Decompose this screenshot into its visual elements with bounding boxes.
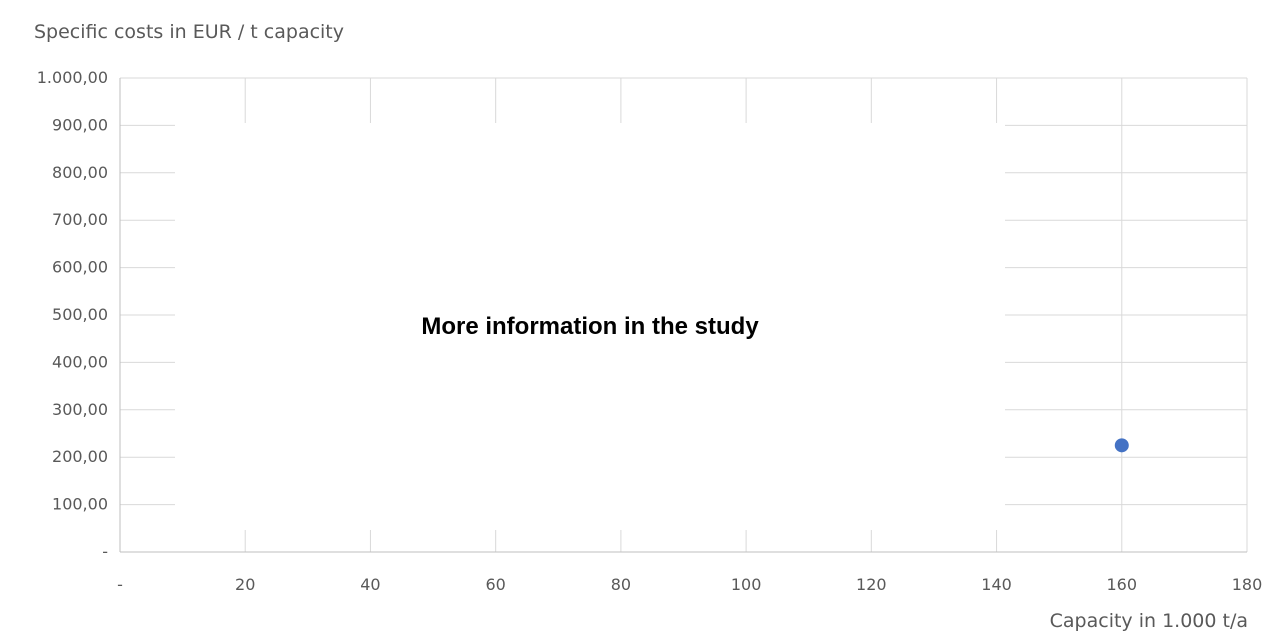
y-tick-label: 400,00 (52, 352, 108, 371)
y-tick-label: 900,00 (52, 115, 108, 134)
y-axis-tick-labels: - 100,00 200,00 300,00 400,00 500,00 600,00 700… (37, 68, 108, 561)
x-tick-label: 100 (731, 575, 762, 594)
y-tick-label: 1.000,00 (37, 68, 108, 87)
x-axis-tick-labels: - 20 40 60 80 100 120 140 160 180 (117, 575, 1262, 594)
plot-frame (119, 78, 1247, 553)
x-tick-label: 80 (611, 575, 631, 594)
y-tick-label: 300,00 (52, 400, 108, 419)
y-tick-label: 800,00 (52, 163, 108, 182)
x-tick-label: 120 (856, 575, 887, 594)
x-tick-label: 180 (1232, 575, 1263, 594)
y-axis-title: Specific costs in EUR / t capacity (34, 21, 344, 43)
y-tick-label: 500,00 (52, 305, 108, 324)
x-tick-label: 140 (981, 575, 1012, 594)
annotation-text: More information in the study (421, 313, 759, 340)
x-tick-label: 160 (1107, 575, 1138, 594)
x-tick-label: 40 (360, 575, 380, 594)
x-tick-label: - (117, 575, 123, 594)
y-tick-label: 200,00 (52, 447, 108, 466)
y-tick-label: 700,00 (52, 210, 108, 229)
data-point (1114, 438, 1129, 453)
y-tick-label: 100,00 (52, 495, 108, 514)
x-axis-title: Capacity in 1.000 t/a (1050, 610, 1248, 632)
y-tick-label: 600,00 (52, 258, 108, 277)
data-points (1114, 438, 1129, 453)
y-tick-label: - (102, 542, 108, 561)
annotation-background (175, 123, 1005, 530)
x-tick-label: 20 (235, 575, 255, 594)
x-tick-label: 60 (485, 575, 505, 594)
